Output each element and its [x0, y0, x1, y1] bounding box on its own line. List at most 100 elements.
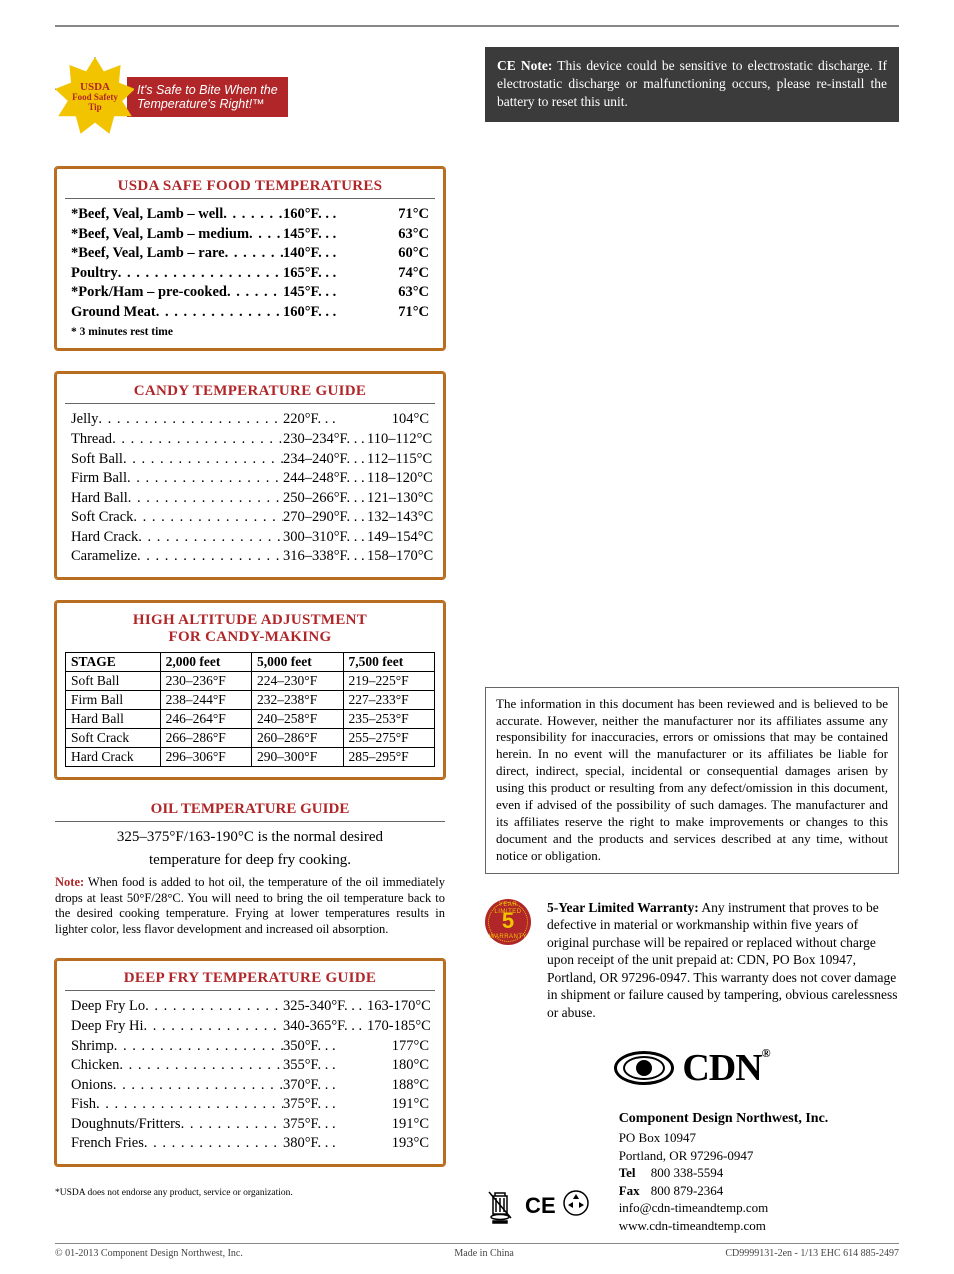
altitude-cell: 224–230°F — [252, 671, 343, 690]
row-label: *Beef, Veal, Lamb – medium — [71, 225, 249, 245]
row-fahrenheit: 375°F. . . — [283, 1115, 367, 1135]
recycle-icon — [563, 1190, 589, 1223]
cdn-logo: CDN® — [614, 1046, 769, 1090]
altitude-cell: 296–306°F — [160, 747, 251, 766]
row-fahrenheit: 244–248°F. . . — [283, 469, 367, 489]
altitude-table: STAGE2,000 feet5,000 feet7,500 feet Soft… — [65, 652, 435, 767]
row-celsius: 104°C — [367, 410, 429, 430]
temp-row: Shrimp . . . . . . . . . . . . . . . . .… — [71, 1037, 429, 1057]
altitude-cell: 240–258°F — [252, 709, 343, 728]
row-fahrenheit: 145°F. . . — [283, 283, 367, 303]
cdn-eye-icon — [614, 1051, 674, 1085]
row-celsius: 110–112°C — [367, 430, 429, 450]
row-fahrenheit: 145°F. . . — [283, 225, 367, 245]
candy-title: CANDY TEMPERATURE GUIDE — [65, 377, 435, 404]
oil-sub2: temperature for deep fry cooking. — [55, 851, 445, 871]
altitude-row: Soft Ball230–236°F224–230°F219–225°F — [66, 671, 435, 690]
row-fahrenheit: 140°F. . . — [283, 244, 367, 264]
left-column: USDA Food Safety Tip It's Safe to Bite W… — [55, 47, 445, 1235]
row-dots: . . . . . . . . . . . . . . . . . . . . … — [138, 528, 283, 548]
row-celsius: 118–120°C — [367, 469, 429, 489]
warranty-block: YEAR LIMITED 5 WARRANTY 5-Year Limited W… — [485, 899, 899, 1022]
altitude-cell: Firm Ball — [66, 690, 161, 709]
row-dots: . . . . . . . . . . . . . . . . . . . . … — [144, 1017, 284, 1037]
row-fahrenheit: 230–234°F. . . — [283, 430, 367, 450]
row-dots: . . . . . . . . . . . . . . . . . . . . … — [118, 264, 283, 284]
web: www.cdn-timeandtemp.com — [619, 1217, 829, 1235]
altitude-cell: 227–233°F — [343, 690, 435, 709]
row-label: French Fries — [71, 1134, 144, 1154]
row-dots: . . . . . . . . . . . . . . . . . . . . … — [112, 430, 283, 450]
row-celsius: 177°C — [367, 1037, 429, 1057]
row-dots: . . . . . . . . . . . . . . . . . . . . … — [96, 1095, 283, 1115]
row-label: Hard Crack — [71, 528, 138, 548]
row-fahrenheit: 220°F. . . — [283, 410, 367, 430]
row-celsius: 112–115°C — [367, 450, 429, 470]
tag-line1: It's Safe to Bite When the — [137, 83, 278, 97]
oil-title: OIL TEMPERATURE GUIDE — [55, 801, 445, 822]
addr1: PO Box 10947 — [619, 1129, 829, 1147]
row-dots: . . . . . . . . . . . . . . . . . . . . … — [98, 410, 283, 430]
altitude-cell: 238–244°F — [160, 690, 251, 709]
altitude-row: Hard Crack296–306°F290–300°F285–295°F — [66, 747, 435, 766]
row-fahrenheit: 270–290°F. . . — [283, 508, 367, 528]
usda-title: USDA SAFE FOOD TEMPERATURES — [65, 172, 435, 199]
row-label: Shrimp — [71, 1037, 114, 1057]
warranty-text: 5-Year Limited Warranty: Any instrument … — [547, 899, 899, 1022]
deepfry-rows: Deep Fry Lo . . . . . . . . . . . . . . … — [57, 997, 443, 1154]
temp-row: Onions . . . . . . . . . . . . . . . . .… — [71, 1076, 429, 1096]
usda-rows: *Beef, Veal, Lamb – well . . . . . . . .… — [57, 205, 443, 322]
temp-row: Deep Fry Hi . . . . . . . . . . . . . . … — [71, 1017, 429, 1037]
altitude-cell: Hard Crack — [66, 747, 161, 766]
row-fahrenheit: 340-365°F. . . — [283, 1017, 367, 1037]
row-dots: . . . . . . . . . . . . . . . . . . . . … — [227, 283, 283, 303]
row-dots: . . . . . . . . . . . . . . . . . . . . … — [249, 225, 283, 245]
row-label: Soft Crack — [71, 508, 133, 528]
altitude-title2: FOR CANDY-MAKING — [65, 629, 435, 646]
altitude-header: 5,000 feet — [252, 652, 343, 671]
row-celsius: 71°C — [367, 205, 429, 225]
oil-note: Note: When food is added to hot oil, the… — [55, 875, 445, 938]
altitude-cell: 290–300°F — [252, 747, 343, 766]
row-fahrenheit: 350°F. . . — [283, 1037, 367, 1057]
usda-star-icon: USDA Food Safety Tip — [55, 57, 135, 137]
row-dots: . . . . . . . . . . . . . . . . . . . . … — [225, 244, 283, 264]
registered-mark: ® — [762, 1046, 770, 1060]
row-celsius: 149–154°C — [367, 528, 429, 548]
ce-note-box: CE Note: This device could be sensitive … — [485, 47, 899, 122]
temp-row: Firm Ball . . . . . . . . . . . . . . . … — [71, 469, 429, 489]
row-dots: . . . . . . . . . . . . . . . . . . . . … — [127, 469, 283, 489]
fax-row: Fax800 879-2364 — [619, 1182, 829, 1200]
row-label: Fish — [71, 1095, 96, 1115]
row-fahrenheit: 355°F. . . — [283, 1056, 367, 1076]
two-column-layout: USDA Food Safety Tip It's Safe to Bite W… — [55, 47, 899, 1235]
row-celsius: 191°C — [367, 1115, 429, 1135]
contact-block: C E Component Design Northwest, Inc. PO … — [485, 1110, 899, 1234]
contact-info: Component Design Northwest, Inc. PO Box … — [619, 1110, 829, 1234]
row-dots: . . . . . . . . . . . . . . . . . . . . … — [114, 1037, 283, 1057]
row-celsius: 63°C — [367, 225, 429, 245]
temp-row: *Pork/Ham – pre-cooked . . . . . . . . .… — [71, 283, 429, 303]
row-dots: . . . . . . . . . . . . . . . . . . . . … — [128, 489, 283, 509]
temp-row: *Beef, Veal, Lamb – well . . . . . . . .… — [71, 205, 429, 225]
row-celsius: 163-170°C — [367, 997, 429, 1017]
altitude-cell: 285–295°F — [343, 747, 435, 766]
oil-note-label: Note: — [55, 875, 84, 889]
row-label: Firm Ball — [71, 469, 127, 489]
row-dots: . . . . . . . . . . . . . . . . . . . . … — [119, 1056, 283, 1076]
usda-footnote: * 3 minutes rest time — [57, 322, 443, 338]
row-celsius: 74°C — [367, 264, 429, 284]
row-dots: . . . . . . . . . . . . . . . . . . . . … — [181, 1115, 283, 1135]
compliance-icons: C E — [485, 1186, 589, 1235]
temp-row: Poultry . . . . . . . . . . . . . . . . … — [71, 264, 429, 284]
altitude-header-row: STAGE2,000 feet5,000 feet7,500 feet — [66, 652, 435, 671]
deepfry-title: DEEP FRY TEMPERATURE GUIDE — [65, 964, 435, 991]
altitude-header: 2,000 feet — [160, 652, 251, 671]
row-celsius: 180°C — [367, 1056, 429, 1076]
usda-temp-box: USDA SAFE FOOD TEMPERATURES *Beef, Veal,… — [55, 167, 445, 350]
oil-sub1: 325–375°F/163-190°C is the normal desire… — [55, 828, 445, 848]
row-label: Ground Meat — [71, 303, 156, 323]
ce-label: CE Note: — [497, 58, 552, 73]
row-label: Hard Ball — [71, 489, 128, 509]
tel-row: Tel800 338-5594 — [619, 1164, 829, 1182]
